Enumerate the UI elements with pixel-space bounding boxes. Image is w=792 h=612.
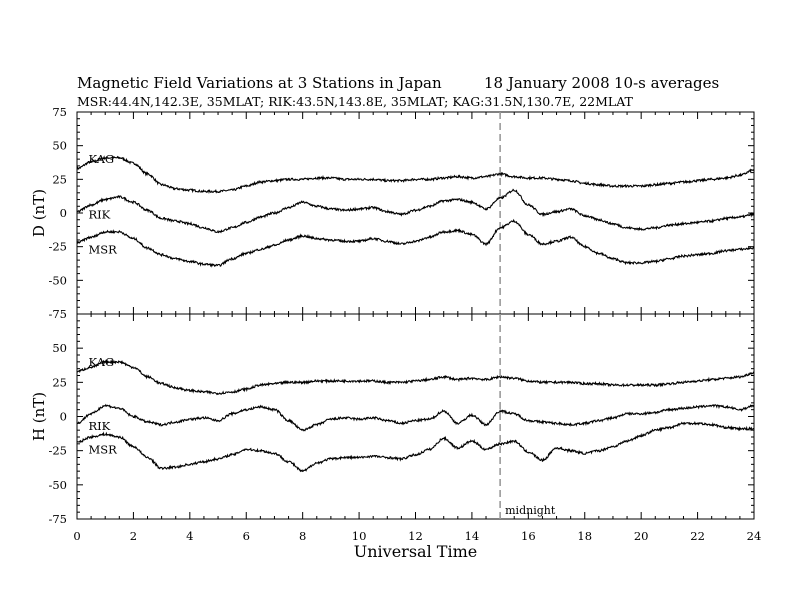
x-tick-label: 6 (243, 529, 250, 543)
y-tick-label: -50 (48, 273, 67, 287)
y-tick-label: -50 (48, 478, 67, 492)
x-tick-label: 18 (577, 529, 592, 543)
series-label-kag: KAG (88, 355, 114, 369)
y-tick-label: 0 (60, 206, 67, 220)
chart-averaging: 10-s averages (614, 74, 719, 92)
y-tick-label: 50 (52, 341, 67, 355)
panel-frame (76, 313, 755, 520)
x-tick-label: 16 (521, 529, 536, 543)
y-tick-label: -25 (48, 240, 67, 254)
panel-d: 75 50 25 0 -25 -50 -75 D (nT) KAG RIK MSR (30, 105, 755, 321)
series-label-msr: MSR (88, 442, 117, 456)
series-line-msr (76, 421, 755, 473)
x-tick-label: 20 (634, 529, 649, 543)
x-tick-label: 4 (186, 529, 193, 543)
series-line-kag (76, 155, 755, 195)
x-axis-label: Universal Time (354, 542, 477, 561)
series-label-rik: RIK (88, 419, 110, 433)
chart-title: Magnetic Field Variations at 3 Stations … (77, 74, 442, 92)
y-tick-label: -75 (48, 307, 67, 321)
y-tick-label: 25 (52, 375, 67, 389)
x-tick-label: 8 (299, 529, 306, 543)
y-tick-label: -75 (48, 512, 67, 526)
x-tick-label: 0 (73, 529, 80, 543)
x-tick-label: 12 (408, 529, 423, 543)
x-tick-label: 10 (352, 529, 367, 543)
x-tick-label: 14 (465, 529, 480, 543)
series-line-msr (76, 218, 755, 268)
series-label-kag: KAG (88, 152, 114, 166)
y-tick-label: 25 (52, 172, 67, 186)
series-line-rik (76, 403, 754, 432)
y-axis-label: D (nT) (30, 189, 48, 237)
y-tick-label: 50 (52, 139, 67, 153)
series-line-rik (76, 188, 755, 234)
stations-info: MSR:44.4N,142.3E, 35MLAT; RIK:43.5N,143.… (77, 94, 634, 109)
x-tick-label: 24 (747, 529, 762, 543)
plot-panels: 75 50 25 0 -25 -50 -75 D (nT) KAG RIK MSR 50 25 0 -25 -… (30, 105, 761, 561)
panel-frame (76, 111, 755, 315)
series-label-rik: RIK (88, 207, 110, 221)
y-axis-label: H (nT) (30, 392, 48, 441)
series-line-kag (76, 359, 755, 396)
series-label-msr: MSR (88, 242, 117, 256)
x-tick-label: 2 (130, 529, 137, 543)
x-tick-label: 22 (690, 529, 705, 543)
y-tick-label: 75 (52, 105, 67, 119)
chart-date: 18 January 2008 (484, 74, 610, 92)
y-tick-label: 0 (60, 410, 67, 424)
midnight-label: midnight (505, 504, 556, 517)
y-tick-label: -25 (48, 444, 67, 458)
